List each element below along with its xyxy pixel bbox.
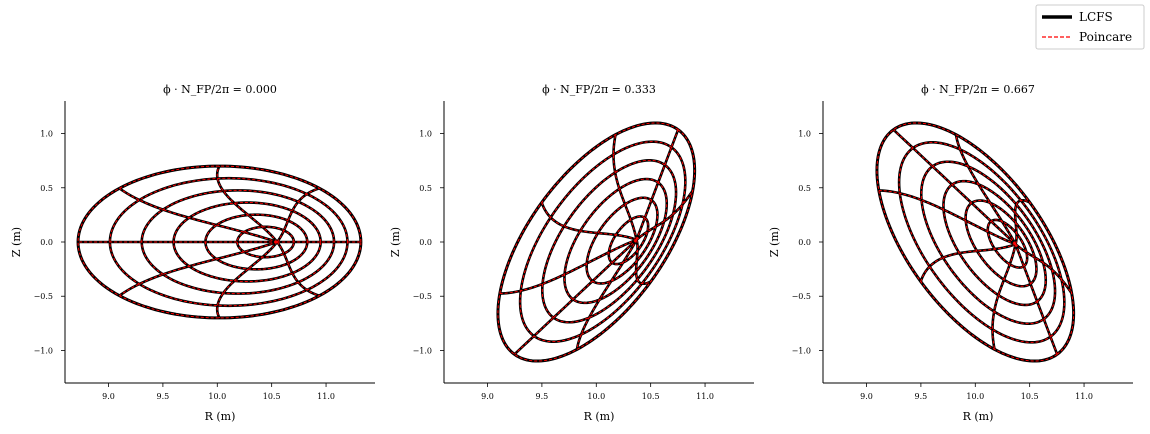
poincare-surface bbox=[109, 177, 348, 307]
poincare-theta-line bbox=[119, 187, 278, 243]
poincare-theta-line bbox=[276, 187, 320, 243]
poincare-theta-line bbox=[613, 134, 638, 240]
y-axis-label: Z (m) bbox=[389, 227, 402, 257]
x-tick-label: 10.0 bbox=[587, 392, 605, 401]
poincare-theta-line bbox=[878, 190, 1016, 245]
x-tick-label: 10.0 bbox=[966, 392, 984, 401]
x-axis-label: R (m) bbox=[205, 410, 236, 423]
poincare-surface bbox=[541, 159, 677, 323]
y-tick-label: −0.5 bbox=[34, 292, 53, 301]
poincare-surface bbox=[173, 202, 322, 282]
y-tick-label: −1.0 bbox=[792, 346, 811, 355]
poincare-theta-line bbox=[514, 239, 637, 355]
legend-poincare-label: Poincare bbox=[1079, 30, 1132, 44]
y-tick-label: −0.5 bbox=[792, 292, 811, 301]
x-tick-label: 9.5 bbox=[536, 392, 549, 401]
y-axis-label: Z (m) bbox=[10, 227, 23, 257]
y-tick-label: 0.5 bbox=[419, 184, 432, 193]
poincare-theta-line bbox=[992, 244, 1017, 350]
y-tick-label: −1.0 bbox=[34, 346, 53, 355]
panel-1: ϕ · N_FP/2π = 0.000 9.0 9.5 10.0 10.5 11.0 −1.… bbox=[10, 83, 375, 423]
poincare-theta-line bbox=[119, 241, 278, 297]
panel-title: ϕ · N_FP/2π = 0.000 bbox=[163, 83, 277, 96]
x-tick-label: 11.0 bbox=[1075, 392, 1093, 401]
poincare-surface bbox=[608, 215, 649, 265]
x-tick-label: 9.5 bbox=[157, 392, 170, 401]
y-tick-label: 0.5 bbox=[798, 184, 811, 193]
panel-title: ϕ · N_FP/2π = 0.667 bbox=[921, 83, 1035, 96]
poincare-surface bbox=[920, 161, 1056, 325]
poincare-surface bbox=[987, 219, 1028, 269]
panel-title: ϕ · N_FP/2π = 0.333 bbox=[542, 83, 656, 96]
x-axis-label: R (m) bbox=[963, 410, 994, 423]
y-tick-label: 0.0 bbox=[419, 238, 432, 247]
y-tick-label: 1.0 bbox=[798, 130, 811, 139]
poincare-surface bbox=[563, 178, 668, 304]
y-tick-label: −1.0 bbox=[413, 346, 432, 355]
poincare-theta-line bbox=[541, 202, 637, 241]
legend: LCFS Poincare bbox=[1035, 4, 1145, 50]
poincare-theta-line bbox=[955, 134, 1016, 245]
legend-lcfs-label: LCFS bbox=[1079, 10, 1113, 24]
x-tick-label: 10.5 bbox=[263, 392, 281, 401]
poincare-surface bbox=[942, 180, 1047, 306]
poincare-theta-line bbox=[920, 243, 1016, 282]
panel-2: ϕ · N_FP/2π = 0.333 9.0 9.5 10.0 10.5 11.0 −1.… bbox=[389, 83, 754, 423]
poincare-surface bbox=[876, 122, 1075, 362]
poincare-theta-line bbox=[276, 241, 320, 297]
poincare-surface bbox=[497, 122, 696, 362]
poincare-theta-line bbox=[576, 239, 637, 350]
x-tick-label: 10.5 bbox=[1021, 392, 1039, 401]
y-tick-label: 1.0 bbox=[419, 130, 432, 139]
poincare-theta-line bbox=[636, 190, 694, 241]
x-tick-label: 11.0 bbox=[317, 392, 335, 401]
poincare-theta-line bbox=[499, 239, 637, 294]
x-tick-label: 10.5 bbox=[642, 392, 660, 401]
panel-3: ϕ · N_FP/2π = 0.667 9.0 9.5 10.0 10.5 11.0 −1.… bbox=[768, 83, 1133, 423]
y-axis-label: Z (m) bbox=[768, 227, 781, 257]
x-tick-label: 9.0 bbox=[102, 392, 115, 401]
x-tick-label: 9.0 bbox=[860, 392, 873, 401]
y-tick-label: −0.5 bbox=[413, 292, 432, 301]
theta-line bbox=[635, 129, 680, 241]
panels: ϕ · N_FP/2π = 0.000 9.0 9.5 10.0 10.5 11.0 −1.… bbox=[10, 83, 1133, 423]
poincare-theta-line bbox=[216, 241, 278, 319]
poincare-surface bbox=[77, 165, 362, 319]
y-tick-label: 0.0 bbox=[40, 238, 53, 247]
x-tick-label: 10.0 bbox=[208, 392, 226, 401]
poincare-theta-line bbox=[893, 129, 1016, 245]
y-tick-label: 0.5 bbox=[40, 184, 53, 193]
poincare-surface bbox=[236, 226, 295, 258]
y-tick-label: 0.0 bbox=[798, 238, 811, 247]
y-tick-label: 1.0 bbox=[40, 130, 53, 139]
x-tick-label: 9.5 bbox=[915, 392, 928, 401]
poincare-theta-line bbox=[1015, 243, 1073, 294]
x-tick-label: 11.0 bbox=[696, 392, 714, 401]
theta-line bbox=[1014, 243, 1059, 355]
poincare-theta-line bbox=[635, 239, 652, 285]
poincare-theta-line bbox=[216, 165, 278, 243]
x-tick-label: 9.0 bbox=[481, 392, 494, 401]
poincare-theta-line bbox=[1014, 199, 1031, 245]
x-axis-label: R (m) bbox=[584, 410, 615, 423]
